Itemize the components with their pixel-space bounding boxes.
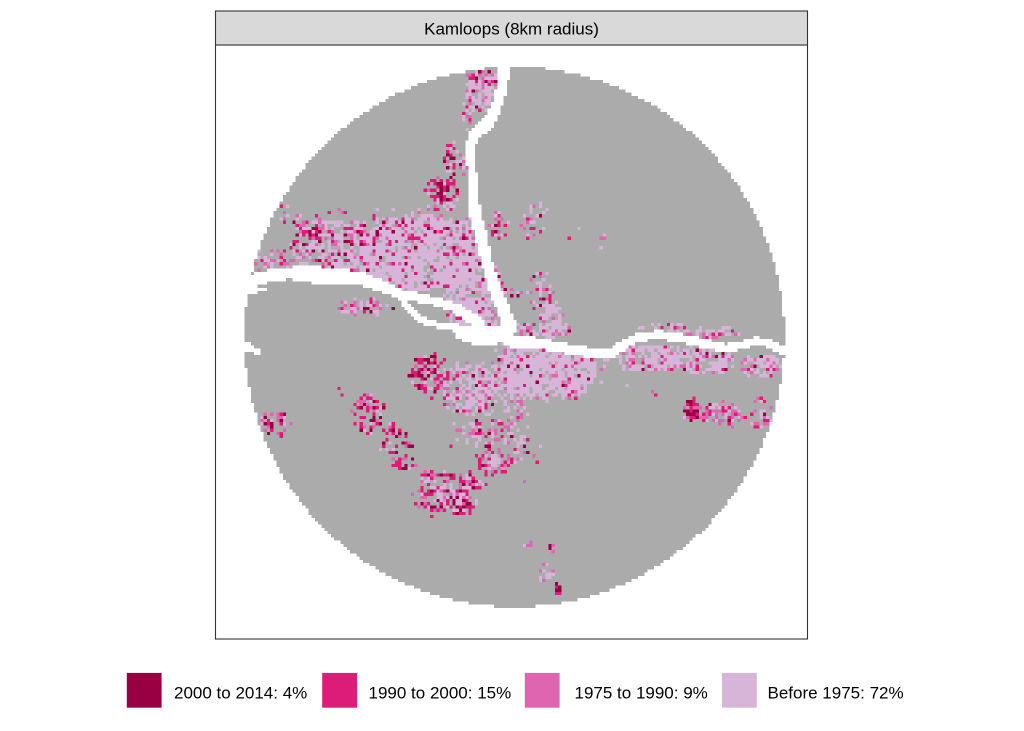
svg-text:Kamloops (8km radius): Kamloops (8km radius) xyxy=(424,19,599,38)
svg-text:2000 to 2014: 4%: 2000 to 2014: 4% xyxy=(174,683,307,702)
svg-text:1990 to 2000: 15%: 1990 to 2000: 15% xyxy=(369,683,512,702)
svg-text:1975 to 1990: 9%: 1975 to 1990: 9% xyxy=(575,683,708,702)
svg-text:Before 1975: 72%: Before 1975: 72% xyxy=(768,683,904,702)
